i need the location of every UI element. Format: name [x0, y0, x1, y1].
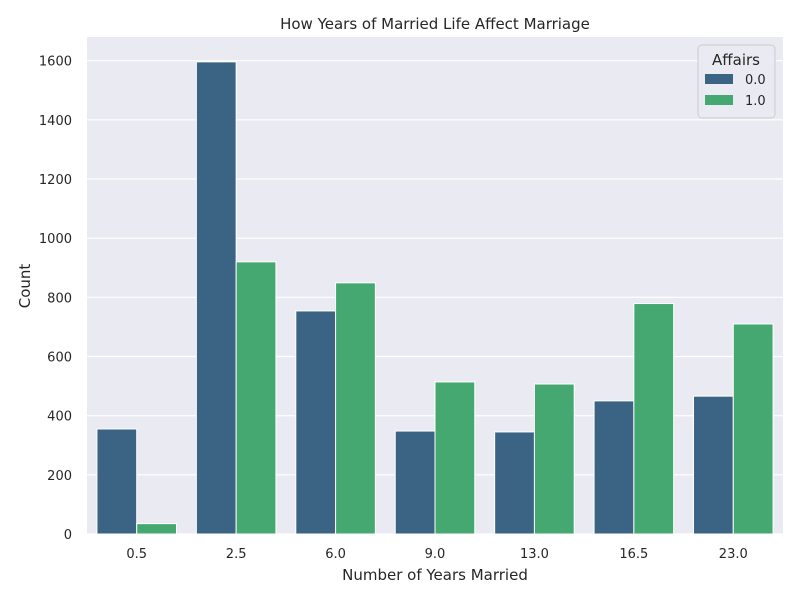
x-tick-labels: 0.5 2.5 6.0 9.0 13.0 16.5 23.0	[126, 547, 747, 562]
legend-title: Affairs	[712, 51, 760, 69]
x-tick-label: 16.5	[619, 547, 648, 562]
y-tick-label: 0	[64, 528, 72, 543]
x-tick-label: 13.0	[520, 547, 549, 562]
y-tick-label: 400	[47, 410, 72, 425]
y-tick-label: 1200	[39, 173, 72, 188]
bar-series-0-category-2	[295, 310, 337, 535]
y-tick-label: 600	[47, 351, 72, 366]
legend-swatch-series-1	[705, 95, 733, 105]
x-tick-label: 0.5	[126, 547, 147, 562]
bar-series-0-category-3	[394, 430, 436, 535]
bar-series-0-category-6	[693, 395, 734, 535]
bar-series-1-category-3	[434, 381, 476, 535]
x-axis-label: Number of Years Married	[342, 566, 528, 584]
bars	[96, 61, 774, 535]
bar-series-1-category-1	[235, 261, 277, 535]
bar-series-1-category-4	[533, 383, 575, 535]
legend-swatch-series-0	[705, 74, 733, 84]
y-axis-label: Count	[16, 264, 34, 309]
y-tick-label: 1600	[39, 55, 72, 70]
bar-series-1-category-2	[335, 282, 376, 535]
legend-label-series-0: 0.0	[745, 73, 766, 88]
y-tick-labels: 0 200 400 600 800 1000 1200 1400 1600	[39, 55, 72, 543]
x-tick-label: 9.0	[425, 547, 446, 562]
bar-series-1-category-5	[633, 303, 675, 535]
bar-series-0-category-5	[593, 400, 635, 535]
bar-series-0-category-1	[195, 61, 237, 535]
chart-title: How Years of Married Life Affect Marriag…	[280, 15, 590, 33]
legend: Affairs 0.0 1.0	[697, 44, 776, 119]
y-tick-label: 1400	[39, 114, 72, 129]
bar-series-0-category-4	[494, 431, 535, 535]
x-tick-label: 6.0	[325, 547, 346, 562]
y-tick-label: 1000	[39, 232, 72, 247]
bar-series-1-category-0	[136, 523, 177, 535]
bar-series-1-category-6	[732, 323, 774, 535]
x-tick-label: 23.0	[719, 547, 748, 562]
legend-label-series-1: 1.0	[745, 94, 766, 109]
y-tick-label: 800	[47, 291, 72, 306]
x-tick-label: 2.5	[226, 547, 247, 562]
bar-series-0-category-0	[96, 428, 138, 535]
y-tick-label: 200	[47, 469, 72, 484]
